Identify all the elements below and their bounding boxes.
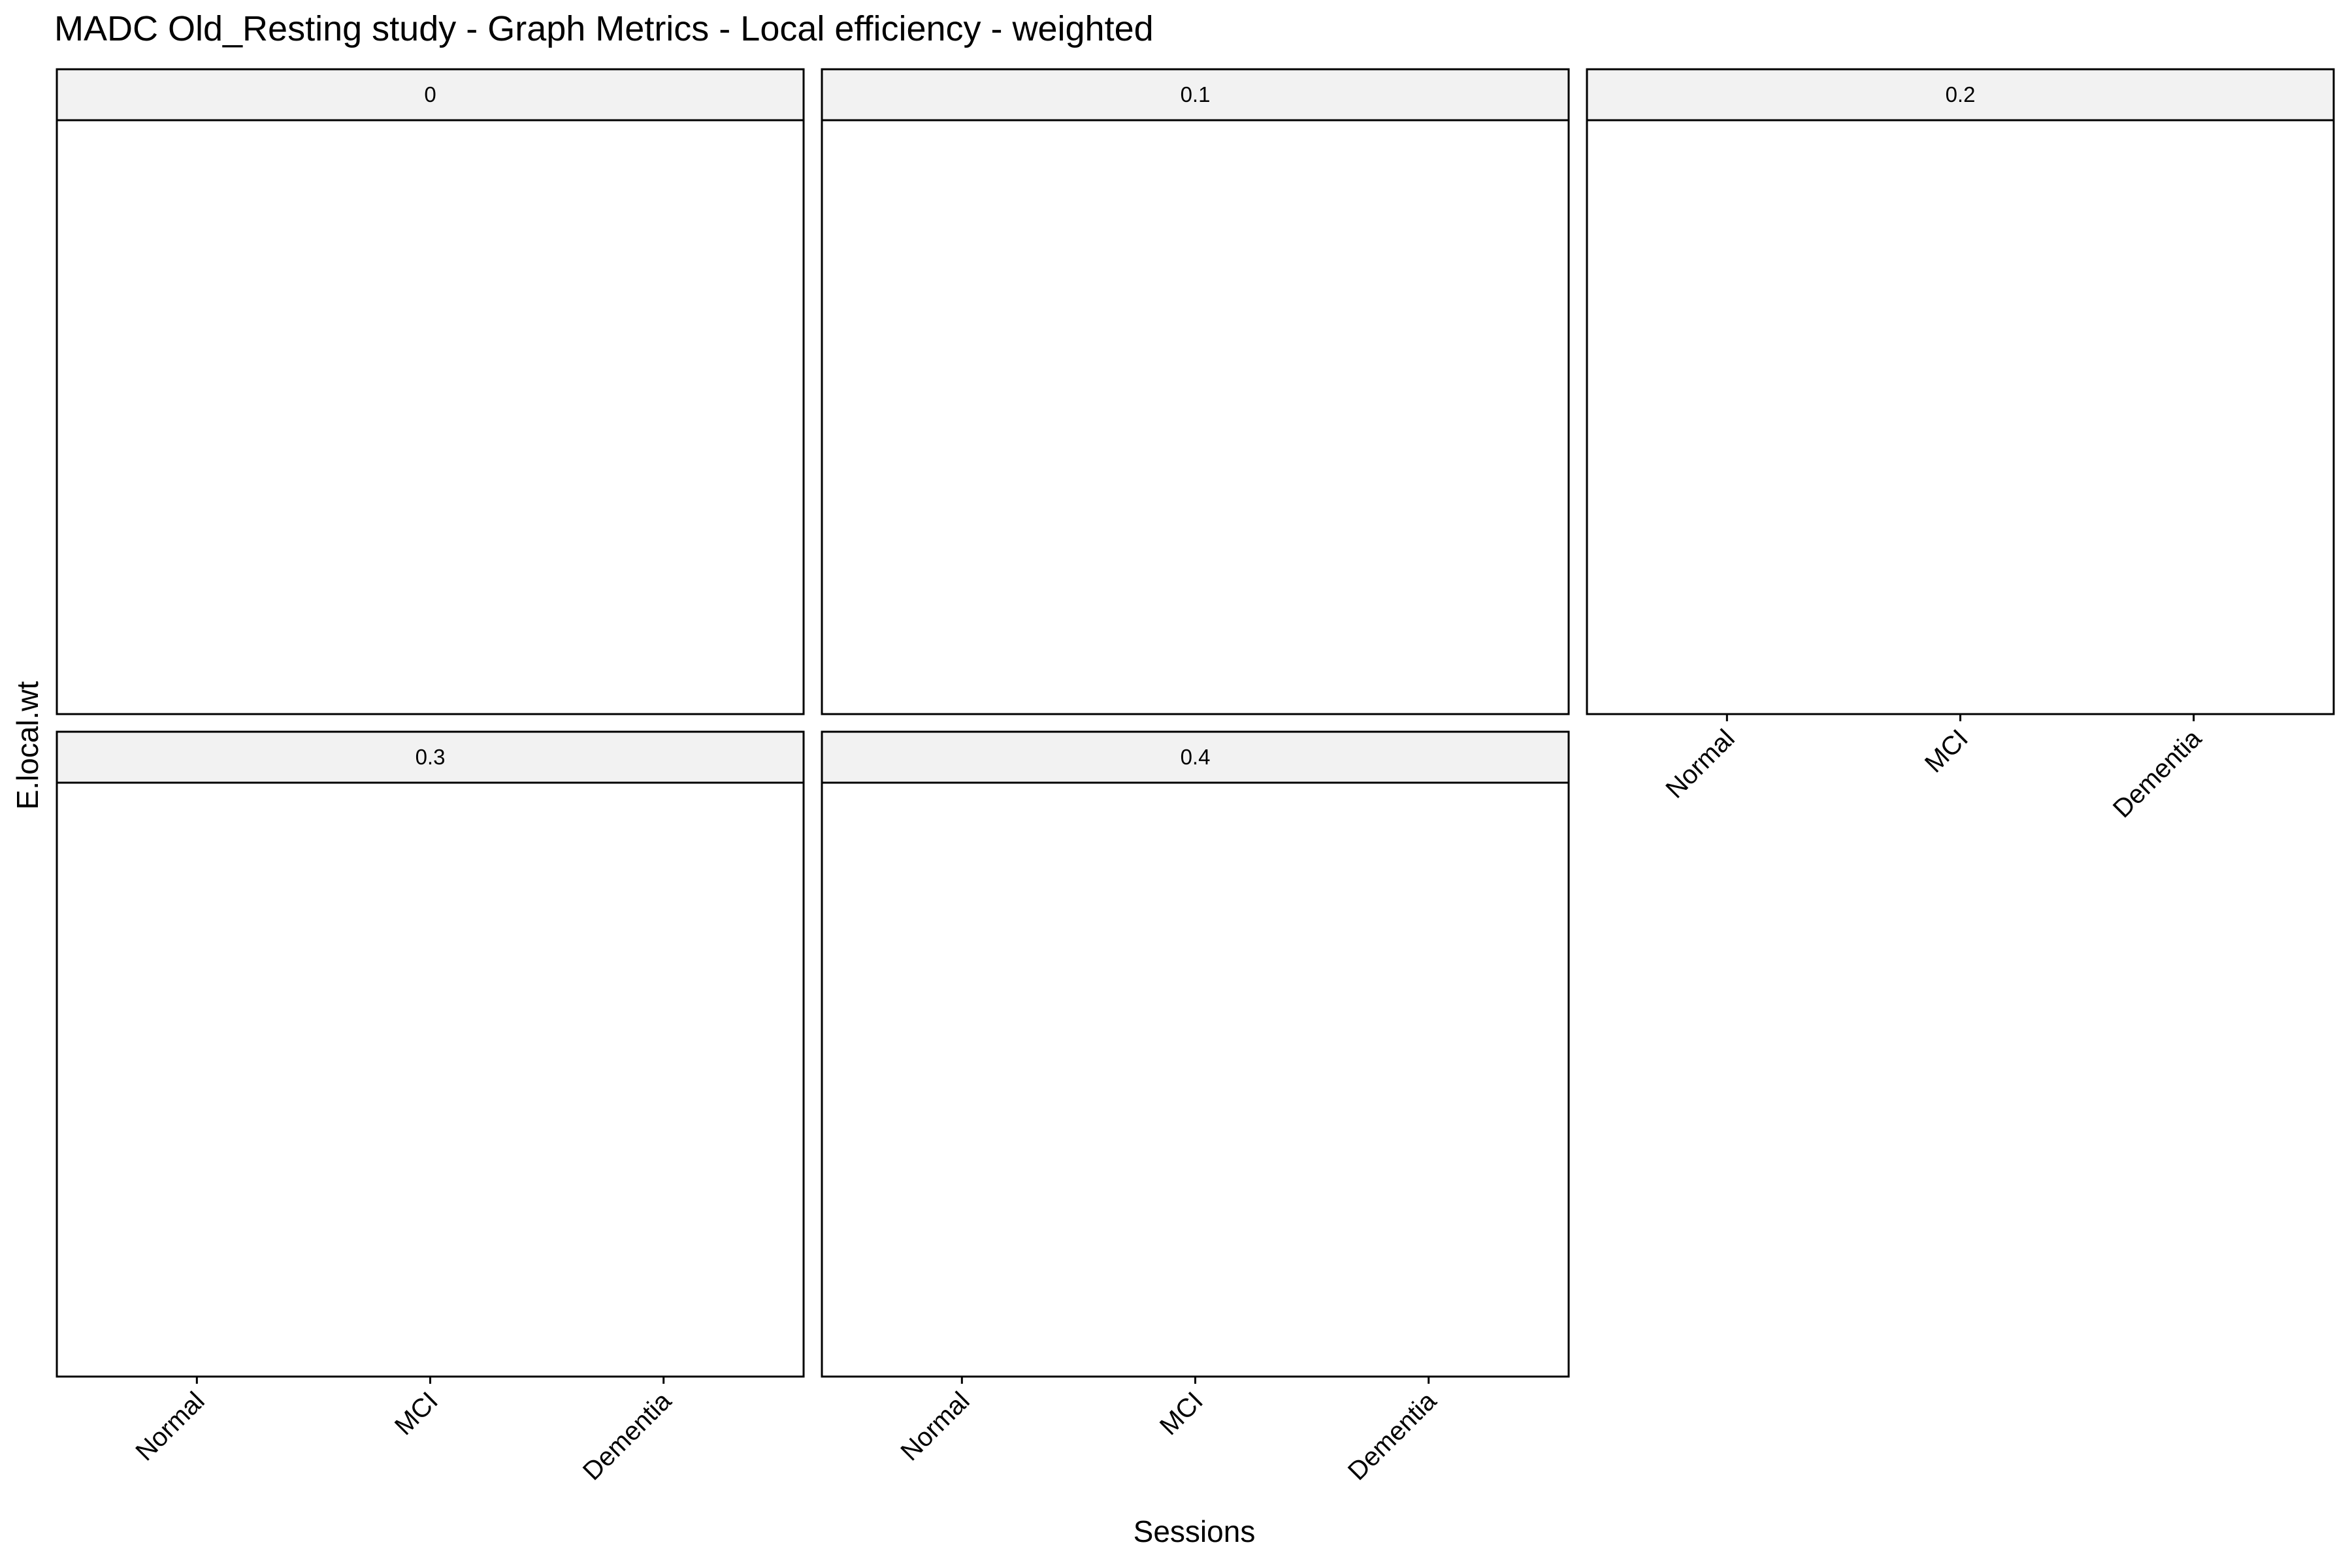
chart-title: MADC Old_Resting study - Graph Metrics -… [54, 9, 1154, 48]
panel [821, 781, 1570, 1378]
strip-label: 0 [424, 82, 436, 106]
y-axis-title: E.local.wt [10, 681, 44, 809]
strip [1586, 68, 2335, 122]
strip-label: 0.1 [1181, 82, 1211, 106]
strip [821, 68, 1570, 122]
strip-label: 0.2 [1946, 82, 1976, 106]
strip [821, 730, 1570, 784]
strip-label: 0.4 [1181, 745, 1211, 769]
strip [56, 68, 805, 122]
strip-label: 0.3 [416, 745, 446, 769]
panel [56, 119, 805, 715]
x-axis-title: Sessions [1134, 1514, 1256, 1548]
strip [56, 730, 805, 784]
panel [1586, 119, 2335, 715]
panel [821, 119, 1570, 715]
panel [56, 781, 805, 1378]
